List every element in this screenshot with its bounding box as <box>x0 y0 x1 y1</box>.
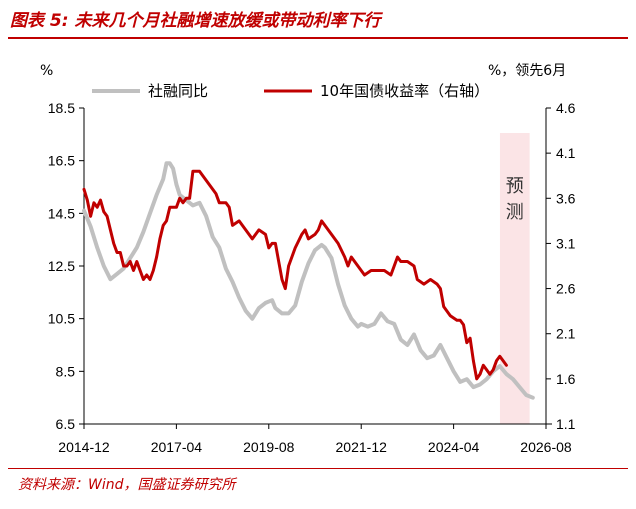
series-line-10y-yield <box>82 169 508 381</box>
forecast-label: 预 <box>506 176 524 197</box>
left-tick-label: 14.5 <box>48 205 75 221</box>
source-rule <box>8 468 628 469</box>
x-tick-label: 2021-12 <box>336 439 388 455</box>
right-tick-label: 2.6 <box>556 281 576 297</box>
forecast-region <box>499 133 530 424</box>
source-note: 资料来源：Wind，国盛证券研究所 <box>18 477 236 493</box>
figure-title: 图表 5: 未来几个月社融增速放缓或带动利率下行 <box>10 11 381 31</box>
right-tick-label: 2.1 <box>556 326 576 342</box>
legend-label: 10年国债收益率（右轴） <box>320 82 489 100</box>
left-tick-label: 18.5 <box>48 100 75 116</box>
x-tick-label: 2024-04 <box>428 439 480 455</box>
tick-labels: 18.5 16.5 14.5 12.5 10.5 8.5 6.5 4.6 4.1 3.6 3.1 2.… <box>48 100 576 455</box>
right-tick-label: 3.6 <box>556 190 576 206</box>
right-tick-label: 4.6 <box>556 100 576 116</box>
left-tick-label: 10.5 <box>48 311 75 327</box>
x-tick-label: 2014-12 <box>58 439 110 455</box>
right-tick-label: 4.1 <box>556 145 576 161</box>
right-tick-label: 1.6 <box>556 371 576 387</box>
left-tick-label: 12.5 <box>48 258 75 274</box>
left-tick-label: 16.5 <box>48 153 75 169</box>
forecast-label: 测 <box>506 202 524 223</box>
series-lines <box>82 161 535 400</box>
axes <box>79 107 552 429</box>
right-tick-label: 3.1 <box>556 235 576 251</box>
right-tick-label: 1.1 <box>556 416 576 432</box>
x-tick-label: 2019-08 <box>243 439 295 455</box>
left-tick-label: 6.5 <box>56 416 76 432</box>
right-axis-unit: %，领先6月 <box>488 63 566 79</box>
title-rule <box>8 37 628 39</box>
left-tick-label: 8.5 <box>56 363 76 379</box>
x-tick-label: 2026-08 <box>520 439 572 455</box>
x-tick-label: 2017-04 <box>151 439 203 455</box>
series-line-social-financing <box>82 161 535 400</box>
legend-label: 社融同比 <box>148 82 208 100</box>
legend: 社融同比 10年国债收益率（右轴） <box>92 82 489 100</box>
left-axis-unit: % <box>40 63 53 79</box>
